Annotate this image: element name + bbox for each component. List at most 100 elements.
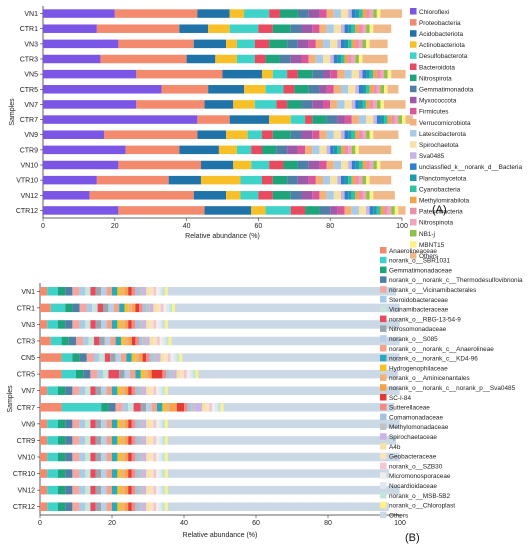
panel-b-bar-vn10-2: [58, 452, 66, 462]
panel-a-bar-vn10-20: [373, 160, 377, 170]
panel-b-bar-ctr3-11: [115, 336, 121, 346]
panel-b-xtick-label: 100: [394, 520, 406, 527]
panel-b-bar-ctr5-1: [61, 369, 76, 379]
panel-b-bar-vn9-9: [101, 419, 107, 429]
panel-a-bar-vtr10-2: [168, 175, 201, 185]
panel-a-ytick-label: VN7: [24, 102, 38, 109]
panel-b-bar-vn10-21: [149, 452, 154, 462]
panel-b-bar-vn10-10: [106, 452, 112, 462]
panel-a-bar-vn10-0: [43, 160, 119, 170]
panel-b-bar-vn3-2: [58, 320, 66, 329]
panel-b-bar-vn7-0: [40, 386, 48, 395]
panel-b-bar-ctr3-14: [128, 336, 132, 346]
panel-b-ytick-label: CTR10: [13, 471, 35, 478]
panel-b-bar-vn1-2: [58, 287, 66, 296]
panel-b-bar-ctr12-19: [142, 502, 147, 511]
panel-a-legend-label: Verrucomicrobiota: [419, 120, 471, 127]
panel-a-bar-vn12-14: [344, 191, 349, 200]
panel-a-bar-ctr7-20: [398, 115, 402, 124]
panel-b-legend-label: Geobacteraceae: [389, 454, 437, 461]
panel-b-bar-ctr5-21: [180, 369, 184, 379]
panel-a-bar-vn9-11: [326, 130, 334, 139]
panel-a-bar-vn7-21: [380, 100, 385, 109]
panel-b-bar-vn7-24: [159, 386, 163, 395]
panel-b-bar-vn7-14: [124, 386, 129, 395]
panel-a-legend-swatch: [410, 218, 417, 226]
panel-b-bar-ctr10-24: [159, 469, 163, 478]
panel-b-bar-ctr12-2: [58, 502, 66, 511]
panel-a-bar-vn3-21: [366, 39, 370, 49]
panel-b-bar-ctr9-27: [167, 436, 397, 445]
panel-b-legend-label: norank_o__Chloroplast: [389, 503, 455, 510]
panel-a-bar-vn5-4: [272, 69, 288, 79]
panel-a-bar-ctr3-1: [100, 54, 187, 64]
panel-a-bar-vn7-7: [301, 100, 313, 109]
panel-a-bar-vn5-20: [384, 69, 388, 79]
panel-a-bar-ctr12-20: [391, 206, 395, 215]
panel-a-legend-label: Myxococcota: [419, 98, 457, 105]
panel-b-bar-ctr12-17: [135, 502, 139, 511]
panel-a-bar-ctr5-18: [373, 85, 377, 94]
panel-a-bar-ctr12-17: [380, 206, 385, 215]
panel-a-bar-vn1-13: [348, 9, 352, 18]
panel-a-bar-vn5-10: [337, 69, 345, 79]
panel-b-bar-ctr10-19: [142, 469, 147, 478]
panel-a-bar-vn7-17: [366, 100, 370, 109]
panel-a-bar-vn9-0: [43, 130, 105, 139]
panel-a-bar-vn12-2: [193, 191, 227, 200]
panel-b-bar-vn3-9: [101, 320, 107, 329]
panel-b-bar-ctr7-12: [162, 403, 166, 412]
panel-b-bar-ctr12-24: [159, 502, 163, 511]
panel-b-xtick-label: 20: [108, 520, 116, 527]
panel-b-bar-cn5-22: [167, 353, 171, 362]
panel-b-legend-label: norank_o__norank_c__KD4-96: [389, 356, 478, 363]
panel-b-bar-ctr10-17: [135, 469, 139, 478]
panel-a-bar-vtr10-14: [340, 175, 345, 185]
panel-b-bar-vn7-2: [58, 386, 66, 395]
panel-b-bar-vn12-9: [101, 485, 107, 495]
panel-a-bar-ctr5-12: [348, 85, 356, 94]
panel-b-bar-ctr7-7: [133, 403, 141, 412]
panel-b-bar-ctr9-13: [121, 436, 125, 445]
panel-b-bar-vn1-26: [164, 287, 168, 296]
panel-b-bar-ctr1-18: [146, 303, 150, 313]
panel-a-bar-vn7-14: [355, 100, 359, 109]
panel-b-bar-ctr10-5: [79, 469, 85, 478]
panel-b-bar-ctr9-7: [90, 436, 96, 445]
panel-b-bar-ctr7-27: [223, 403, 395, 412]
panel-a-bar-ctr1-0: [43, 24, 97, 33]
panel-a-bar-vtr10-19: [358, 175, 363, 185]
panel-b-bar-vn9-10: [106, 419, 112, 429]
panel-b-bar-vn7-3: [65, 386, 73, 395]
panel-a-bar-vn3-4: [236, 39, 255, 49]
panel-b-bar-ctr12-23: [156, 502, 160, 511]
panel-a-bar-vn9-13: [340, 130, 345, 139]
panel-a-bar-ctr7-2: [229, 115, 270, 124]
panel-a-bar-ctr3-10: [308, 54, 316, 64]
panel-a-bar-ctr5-13: [355, 85, 359, 94]
panel-a-bar-vn3-7: [287, 39, 298, 49]
panel-b-bar-vn3-7: [90, 320, 96, 329]
panel-b-bar-ctr10-11: [112, 469, 118, 478]
panel-b-bar-cn5-9: [115, 353, 121, 362]
panel-b-legend-swatch: [380, 492, 387, 499]
panel-a-bar-vn1-3: [229, 9, 245, 18]
panel-b-bar-ctr3-19: [146, 336, 150, 346]
panel-b-bar-ctr5-2: [76, 369, 84, 379]
panel-a-bar-vn10-15: [355, 160, 359, 170]
panel-b-x-axis-label: Relative abundance (%): [183, 532, 258, 539]
panel-b-bar-ctr3-7: [94, 336, 100, 346]
panel-a-legend-swatch: [410, 163, 417, 170]
panel-b-bar-ctr7-10: [151, 403, 157, 412]
panel-a-bar-ctr1-15: [348, 24, 352, 33]
panel-b-bar-vn10-20: [146, 452, 150, 462]
panel-b-bar-vn7-22: [153, 386, 157, 395]
panel-b-bar-ctr1-5: [86, 303, 93, 313]
panel-a-legend-label: Nitrospinota: [419, 220, 454, 227]
panel-a-legend-label: Firmicutes: [419, 109, 448, 116]
panel-b-bar-vn3-5: [79, 320, 85, 329]
panel-a-bar-vn12-15: [348, 191, 352, 200]
panel-b-bar-ctr7-19: [194, 403, 202, 412]
panel-b-bar-vn7-21: [149, 386, 154, 395]
panel-b-bar-vn3-6: [85, 320, 91, 329]
